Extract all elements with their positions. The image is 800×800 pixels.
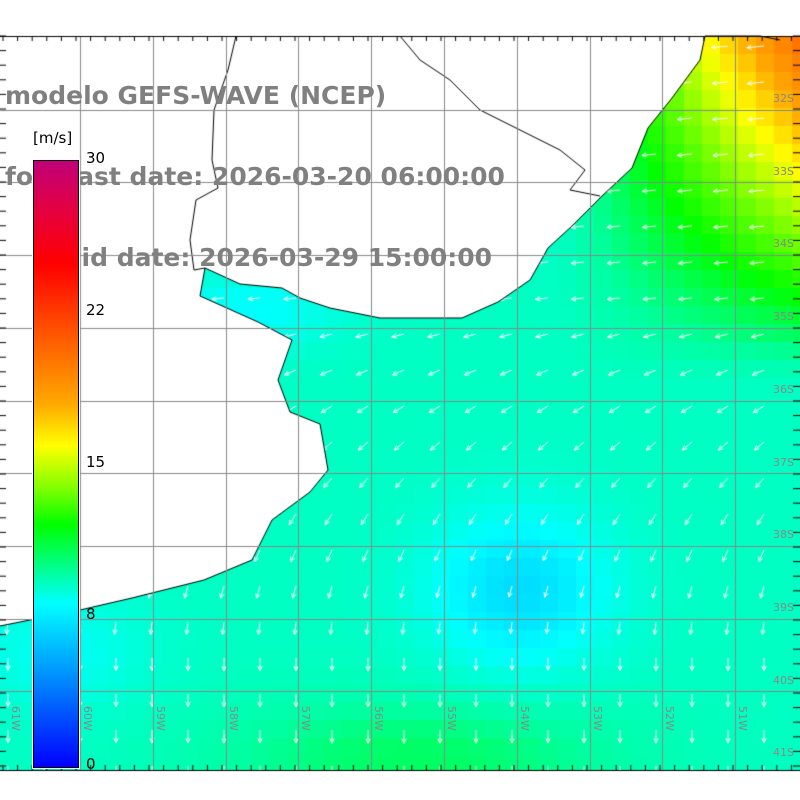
latitude-label: 39S	[773, 601, 794, 614]
colorbar-label-0: 0	[86, 755, 96, 773]
latitude-label: 38S	[773, 528, 794, 541]
longitude-label: 58W	[227, 706, 240, 731]
colorbar	[32, 159, 80, 769]
model-title: modelo GEFS-WAVE (NCEP)	[5, 81, 387, 110]
longitude-label: 57W	[299, 706, 312, 731]
latitude-label: 36S	[773, 383, 794, 396]
longitude-label: 53W	[591, 706, 604, 731]
longitude-label: 60W	[81, 706, 94, 731]
longitude-label: 55W	[445, 706, 458, 731]
valid-date: valid date: 2026-03-29 15:00:00	[5, 243, 493, 272]
colorbar-label-8: 8	[86, 605, 96, 623]
latitude-label: 33S	[773, 165, 794, 178]
longitude-label: 61W	[9, 706, 22, 731]
colorbar-label-30: 30	[86, 149, 106, 167]
longitude-label: 52W	[663, 706, 676, 731]
map-title: modelo GEFS-WAVE (NCEP) forecast date: 2…	[5, 28, 505, 325]
longitude-label: 51W	[736, 706, 749, 731]
longitude-label: 54W	[518, 706, 531, 731]
latitude-label: 34S	[773, 237, 794, 250]
latitude-label: 35S	[773, 310, 794, 323]
colorbar-unit: [m/s]	[33, 129, 73, 147]
longitude-label: 59W	[154, 706, 167, 731]
colorbar-label-22: 22	[86, 301, 106, 319]
latitude-label: 32S	[773, 92, 794, 105]
latitude-label: 41S	[773, 746, 794, 759]
latitude-label: 37S	[773, 456, 794, 469]
latitude-label: 40S	[773, 674, 794, 687]
longitude-label: 56W	[372, 706, 385, 731]
colorbar-label-15: 15	[86, 453, 106, 471]
forecast-date: forecast date: 2026-03-20 06:00:00	[5, 162, 505, 191]
